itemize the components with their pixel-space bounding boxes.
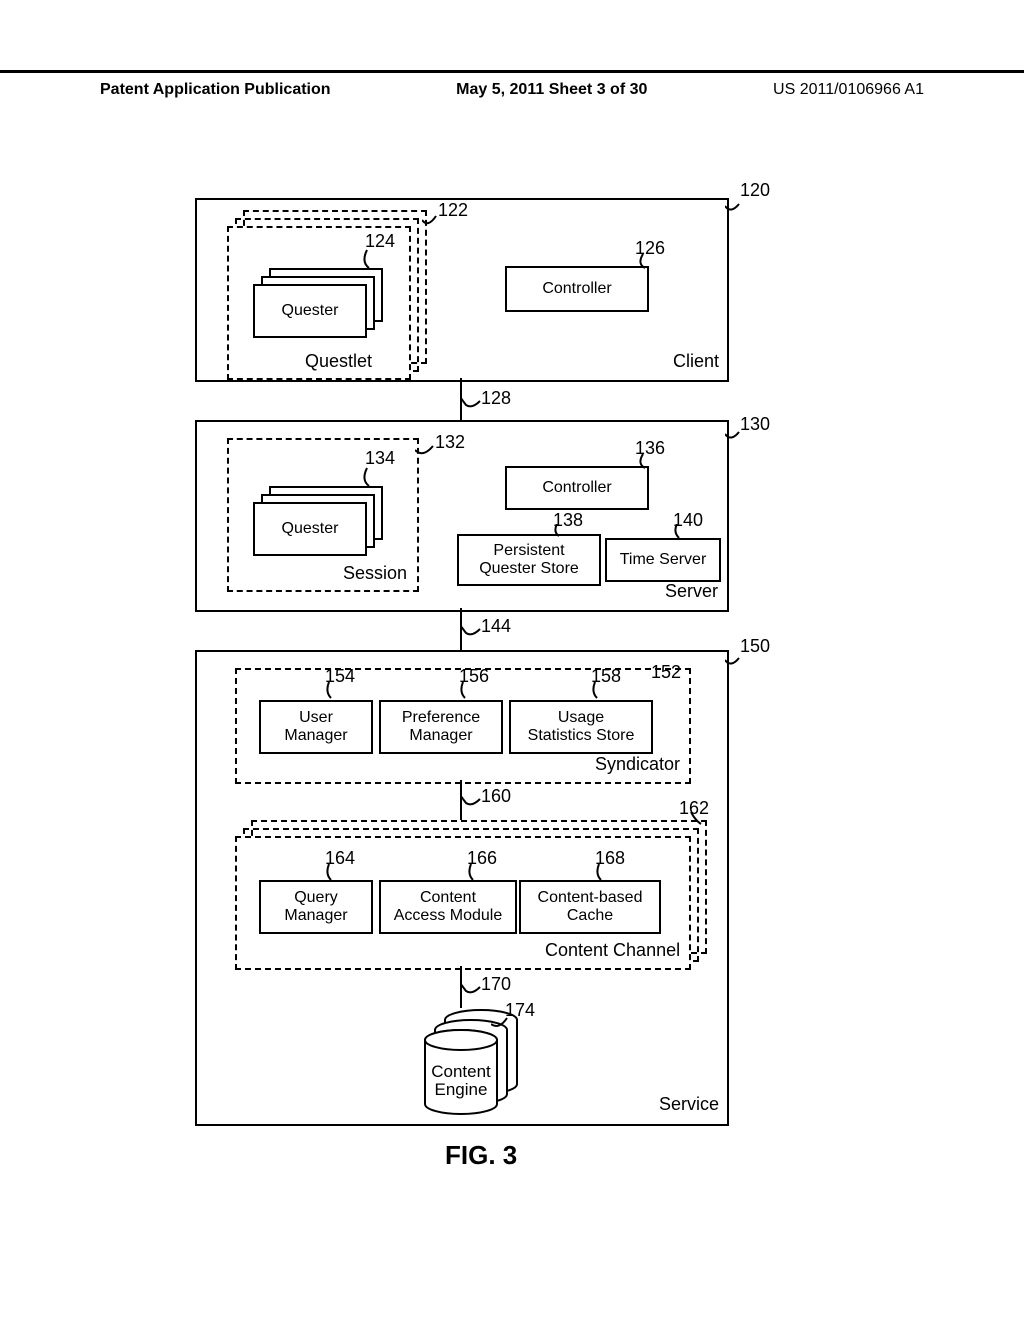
usage-stats: Usage Statistics Store: [509, 700, 653, 754]
usage-stats-text: Usage Statistics Store: [528, 709, 635, 744]
lead-138: [549, 524, 571, 540]
persistent-store: Persistent Quester Store: [457, 534, 601, 586]
lead-126: [633, 254, 657, 274]
ref-152: 152: [651, 662, 681, 683]
controller-client-text: Controller: [542, 280, 611, 298]
lead-158: [587, 682, 609, 702]
page-header: Patent Application Publication May 5, 20…: [0, 70, 1024, 99]
header-row: Patent Application Publication May 5, 20…: [0, 81, 1024, 99]
lead-170: [460, 979, 486, 999]
preference-manager: Preference Manager: [379, 700, 503, 754]
syndicator-label: Syndicator: [595, 754, 680, 775]
lead-128: [460, 393, 486, 413]
preference-manager-text: Preference Manager: [402, 709, 480, 744]
header-mid: May 5, 2011 Sheet 3 of 30: [456, 81, 647, 99]
controller-client: Controller: [505, 266, 649, 312]
lead-120: [725, 198, 753, 218]
controller-server: Controller: [505, 466, 649, 510]
content-engine-text: Content Engine: [425, 1058, 497, 1104]
lead-150: [725, 652, 753, 672]
client-label: Client: [673, 351, 719, 372]
lead-144: [460, 621, 486, 641]
lead-174: [491, 1012, 517, 1032]
controller-server-text: Controller: [542, 479, 611, 497]
lead-130: [725, 426, 753, 446]
session-label: Session: [343, 563, 407, 584]
persistent-store-text: Persistent Quester Store: [479, 542, 579, 577]
header-right: US 2011/0106966 A1: [773, 81, 924, 99]
server-label: Server: [665, 581, 718, 602]
lead-162: [689, 812, 713, 830]
query-manager: Query Manager: [259, 880, 373, 934]
questlet-label: Questlet: [305, 351, 372, 372]
lead-122: [422, 210, 450, 230]
content-access-text: Content Access Module: [394, 889, 503, 924]
content-cache: Content-based Cache: [519, 880, 661, 934]
header-left: Patent Application Publication: [100, 81, 331, 99]
lead-164: [321, 864, 343, 884]
quester-client-0: Quester: [253, 284, 367, 338]
user-manager: User Manager: [259, 700, 373, 754]
content-access: Content Access Module: [379, 880, 517, 934]
lead-160: [460, 791, 486, 811]
user-manager-text: User Manager: [284, 709, 347, 744]
lead-134: [355, 466, 383, 494]
lead-124: [355, 248, 383, 276]
query-manager-text: Query Manager: [284, 889, 347, 924]
quester-client-text: Quester: [282, 302, 339, 320]
channel-label: Content Channel: [545, 940, 680, 961]
lead-154: [321, 682, 343, 702]
quester-server-0: Quester: [253, 502, 367, 556]
quester-server-text: Quester: [282, 520, 339, 538]
service-label: Service: [659, 1094, 719, 1115]
time-server: Time Server: [605, 538, 721, 582]
lead-168: [591, 864, 613, 884]
page: Patent Application Publication May 5, 20…: [0, 0, 1024, 1320]
content-cache-text: Content-based Cache: [538, 889, 643, 924]
lead-156: [455, 682, 477, 702]
lead-140: [669, 524, 691, 542]
lead-136: [633, 454, 657, 474]
lead-166: [463, 864, 485, 884]
lead-132: [415, 440, 445, 460]
time-server-text: Time Server: [620, 551, 707, 569]
figure-caption: FIG. 3: [445, 1140, 517, 1171]
